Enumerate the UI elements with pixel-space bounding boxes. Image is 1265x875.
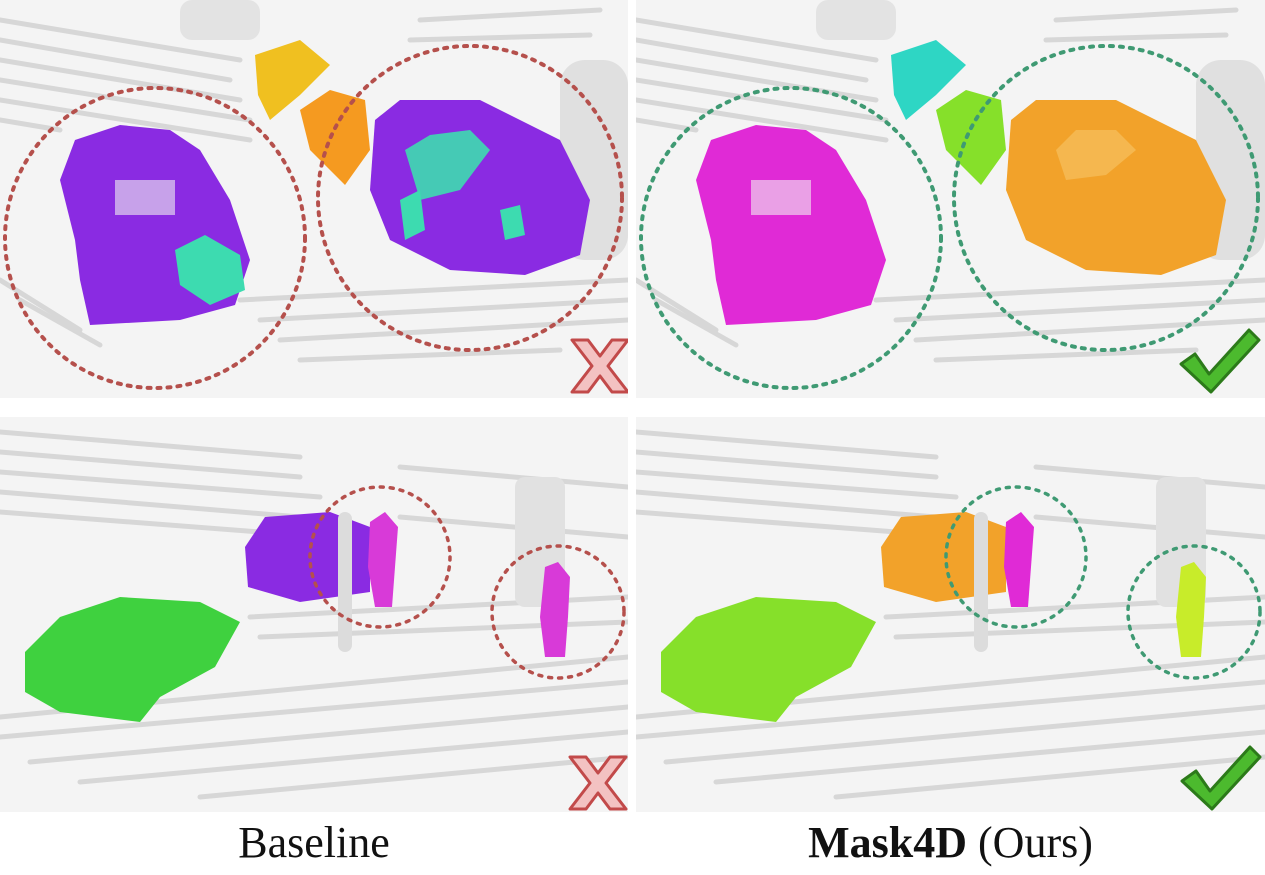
- mask4d-scene-2: [636, 429, 1265, 800]
- caption-text: Baseline: [238, 818, 390, 867]
- car-window: [751, 180, 811, 215]
- background-structure: [180, 0, 260, 40]
- mask4d-panel-top: [636, 0, 1265, 398]
- baseline-scene-1: [0, 0, 628, 394]
- cyan-instance: [891, 40, 966, 120]
- person-instance: [368, 512, 398, 607]
- purple-car-right: [370, 100, 590, 275]
- background-structure: [816, 0, 896, 40]
- pole: [338, 512, 352, 652]
- person-instance: [1176, 562, 1206, 657]
- car-window: [115, 180, 175, 215]
- pole: [974, 512, 988, 652]
- correct-highlight-circle: [1126, 544, 1262, 680]
- orange-instance: [300, 90, 370, 185]
- background-point-cloud: [0, 7, 628, 363]
- error-highlight-circle: [316, 44, 624, 352]
- correct-highlight-circle: [639, 86, 943, 390]
- person-instance: [540, 562, 570, 657]
- car-window: [1056, 130, 1136, 180]
- fragment-instance: [400, 190, 425, 240]
- check-mark-icon: [1179, 328, 1261, 394]
- magenta-car-left: [696, 125, 886, 325]
- fragment-instance: [405, 130, 490, 200]
- correct-highlight-circle: [952, 44, 1260, 352]
- mask4d-panel-bottom: [636, 417, 1265, 812]
- check-mark-icon: [1180, 745, 1262, 811]
- mask4d-caption: Mask4D (Ours): [636, 818, 1265, 868]
- correct-highlight-circle: [944, 485, 1088, 629]
- baseline-panel-top: [0, 0, 628, 398]
- fragment-instance: [500, 205, 525, 240]
- lime-instance: [936, 90, 1006, 185]
- error-highlight-circle: [308, 485, 452, 629]
- error-highlight-circle: [3, 86, 307, 390]
- error-highlight-circle: [490, 544, 626, 680]
- caption-bold-part: Mask4D: [808, 818, 968, 867]
- lime-car: [661, 597, 876, 722]
- fragment-instance: [175, 235, 245, 305]
- mask4d-scene-1: [636, 0, 1265, 394]
- cross-mark-icon: [570, 338, 628, 394]
- yellow-instance: [255, 40, 330, 120]
- person-instance: [1004, 512, 1034, 607]
- background-point-cloud: [636, 429, 1265, 800]
- orange-car-right: [1006, 100, 1226, 275]
- cross-mark-icon: [568, 755, 628, 811]
- background-point-cloud: [636, 7, 1265, 363]
- baseline-caption: Baseline: [0, 818, 628, 868]
- baseline-scene-2: [0, 429, 628, 800]
- baseline-panel-bottom: [0, 417, 628, 812]
- caption-text: (Ours): [967, 818, 1093, 867]
- green-car: [25, 597, 240, 722]
